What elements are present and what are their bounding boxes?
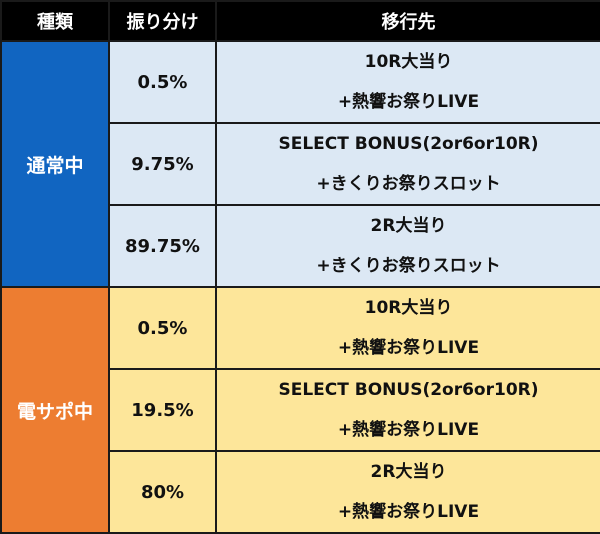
destination-line: +熱響お祭りLIVE — [337, 338, 480, 358]
destination-cell: 10R大当り +熱響お祭りLIVE — [215, 286, 600, 370]
destination-cell: 2R大当り +熱響お祭りLIVE — [215, 450, 600, 534]
destination-line: SELECT BONUS(2or6or10R) — [278, 380, 539, 400]
rate-cell: 89.75% — [108, 204, 217, 288]
destination-line: +熱響お祭りLIVE — [337, 92, 480, 112]
table-row: 80% 2R大当り +熱響お祭りLIVE — [1, 450, 600, 534]
destination-line: 10R大当り — [364, 298, 453, 318]
header-type: 種類 — [0, 0, 110, 42]
rate-cell: 0.5% — [108, 40, 217, 124]
table-row: 通常中 0.5% 10R大当り +熱響お祭りLIVE — [0, 40, 600, 288]
destination-line: 2R大当り — [370, 462, 447, 482]
category-support: 電サポ中 — [0, 286, 110, 534]
destination-line: +熱響お祭りLIVE — [337, 502, 480, 522]
table-row: 電サポ中 0.5% 10R大当り +熱響お祭りLIVE — [0, 286, 600, 534]
header-rate: 振り分け — [108, 0, 217, 42]
destination-line: +熱響お祭りLIVE — [337, 420, 480, 440]
destination-cell: 2R大当り +きくりお祭りスロット — [215, 204, 600, 288]
rate-cell: 0.5% — [108, 286, 217, 370]
table-row: 89.75% 2R大当り +きくりお祭りスロット — [1, 204, 600, 288]
rate-cell: 80% — [108, 450, 217, 534]
destination-line: 10R大当り — [364, 52, 453, 72]
destination-cell: SELECT BONUS(2or6or10R) +熱響お祭りLIVE — [215, 368, 600, 452]
destination-cell: 10R大当り +熱響お祭りLIVE — [215, 40, 600, 124]
destination-line: SELECT BONUS(2or6or10R) — [278, 134, 539, 154]
table-row: 19.5% SELECT BONUS(2or6or10R) +熱響お祭りLIVE — [1, 368, 600, 452]
destination-line: +きくりお祭りスロット — [316, 256, 501, 276]
rate-cell: 19.5% — [108, 368, 217, 452]
destination-line: +きくりお祭りスロット — [316, 174, 501, 194]
header-row: 種類 振り分け 移行先 — [0, 0, 600, 42]
rate-cell: 9.75% — [108, 122, 217, 206]
category-normal: 通常中 — [0, 40, 110, 288]
destination-line: 2R大当り — [370, 216, 447, 236]
destination-cell: SELECT BONUS(2or6or10R) +きくりお祭りスロット — [215, 122, 600, 206]
table-body: 通常中 0.5% 10R大当り +熱響お祭りLIVE 9.75% SELECT … — [0, 40, 600, 534]
header-destination: 移行先 — [215, 0, 600, 42]
